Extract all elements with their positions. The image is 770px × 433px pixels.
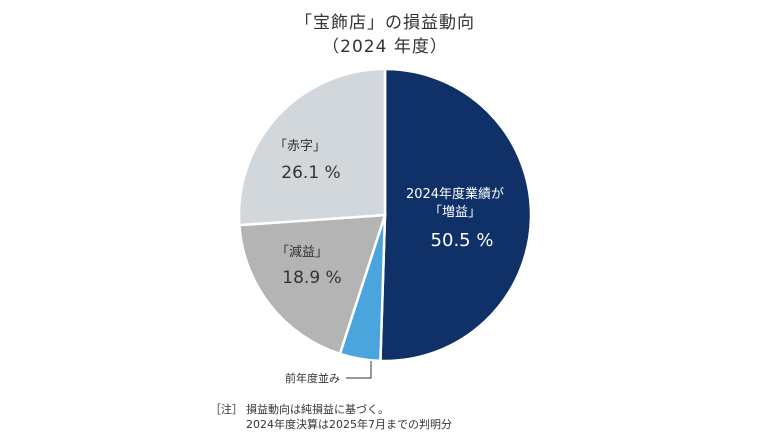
note-heading: ［注］: [210, 403, 243, 416]
pie-slice-akaji: [237, 67, 387, 227]
slice-value-genneki: 18.9 %: [282, 268, 341, 288]
chart-title: 「宝飾店」の損益動向: [295, 13, 475, 33]
callout-line-zennendo: [346, 361, 372, 379]
pie-slices: [237, 67, 533, 363]
slice-label-zennendo: 前年度並み: [285, 371, 340, 385]
slice-label-zoueki-line2: 「増益」: [429, 205, 481, 220]
slice-value-zoueki: 50.5 %: [431, 230, 494, 251]
pie-slice-zoueki: [379, 67, 533, 363]
note-line-1: 損益動向は純損益に基づく。: [246, 403, 389, 416]
note-line-2: 2024年度決算は2025年7月までの判明分: [246, 418, 452, 431]
pie-slice-genneki: [238, 213, 387, 356]
chart-subtitle: （2024 年度）: [322, 37, 448, 57]
slice-label-zoueki-line1: 2024年度業績が: [406, 186, 504, 202]
slice-label-genneki: 「減益」: [276, 244, 328, 260]
slice-value-akaji: 26.1 %: [281, 163, 340, 183]
pie-labels: 2024年度業績が 「増益」 50.5 % 「赤字」 26.1 % 「減益」 1…: [274, 139, 504, 385]
slice-label-akaji: 「赤字」: [274, 139, 326, 154]
